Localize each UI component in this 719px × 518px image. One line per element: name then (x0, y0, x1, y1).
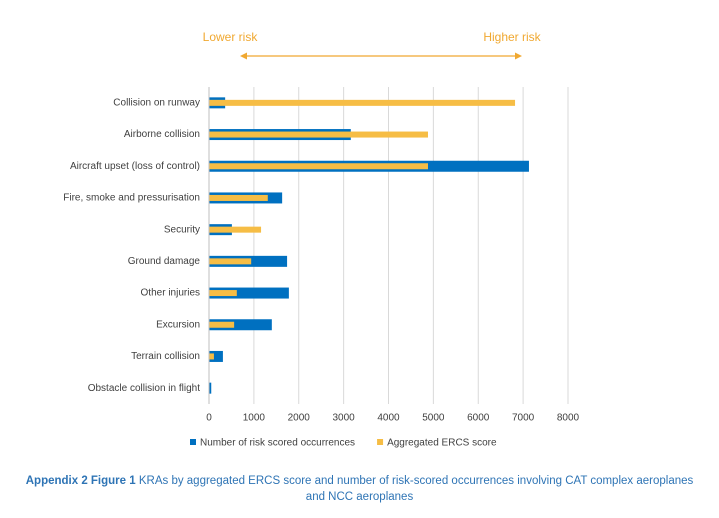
score-bar (209, 258, 252, 265)
score-bar (209, 194, 268, 201)
caption-text: KRAs by aggregated ERCS score and number… (138, 475, 694, 503)
x-tick-label: 3000 (333, 413, 356, 424)
count-bar (209, 350, 223, 362)
score-bar (209, 321, 235, 328)
score-bar (209, 99, 516, 106)
score-bar (209, 226, 262, 233)
chart: Lower risk Higher risk 0 1000 2000 3000 4000… (63, 30, 580, 449)
x-tick-label: 7000 (512, 413, 535, 424)
x-tick-label: 1000 (243, 413, 266, 424)
x-tick-label: 6000 (467, 413, 490, 424)
x-tick-label: 4000 (377, 413, 400, 424)
legend-label: Aggregated ERCS score (387, 438, 497, 449)
y-tick-label: Collision on runway (113, 97, 200, 108)
score-bar (209, 163, 428, 170)
legend-swatch (190, 439, 196, 445)
caption-label: Appendix 2 Figure 1 (25, 475, 136, 487)
annotation-high: Higher risk (483, 30, 541, 44)
x-tick-label: 8000 (557, 413, 580, 424)
y-tick-label: Aircraft upset (loss of control) (70, 161, 200, 172)
y-tick-label: Terrain collision (131, 351, 200, 362)
annotation-low: Lower risk (203, 30, 259, 44)
x-tick-label: 5000 (422, 413, 445, 424)
count-bar (209, 287, 289, 299)
legend-swatch (377, 439, 384, 445)
y-tick-label: Fire, smoke and pressurisation (63, 193, 200, 204)
y-tick-label: Excursion (156, 319, 200, 330)
x-tick-label: 0 (206, 413, 212, 424)
x-tick-label: 2000 (288, 413, 311, 424)
score-bar (209, 131, 428, 138)
score-bar (209, 290, 237, 297)
y-tick-label: Other injuries (141, 288, 200, 299)
legend-label: Number of risk scored occurrences (200, 438, 355, 449)
caption: Appendix 2 Figure 1 KRAs by aggregated E… (20, 473, 699, 505)
y-tick-label: Security (164, 224, 200, 235)
y-tick-label: Ground damage (128, 256, 201, 267)
y-tick-label: Airborne collision (124, 129, 200, 140)
count-bar (209, 319, 272, 331)
score-bar (209, 353, 214, 360)
count-bar (209, 382, 212, 394)
y-tick-label: Obstacle collision in flight (88, 383, 200, 394)
